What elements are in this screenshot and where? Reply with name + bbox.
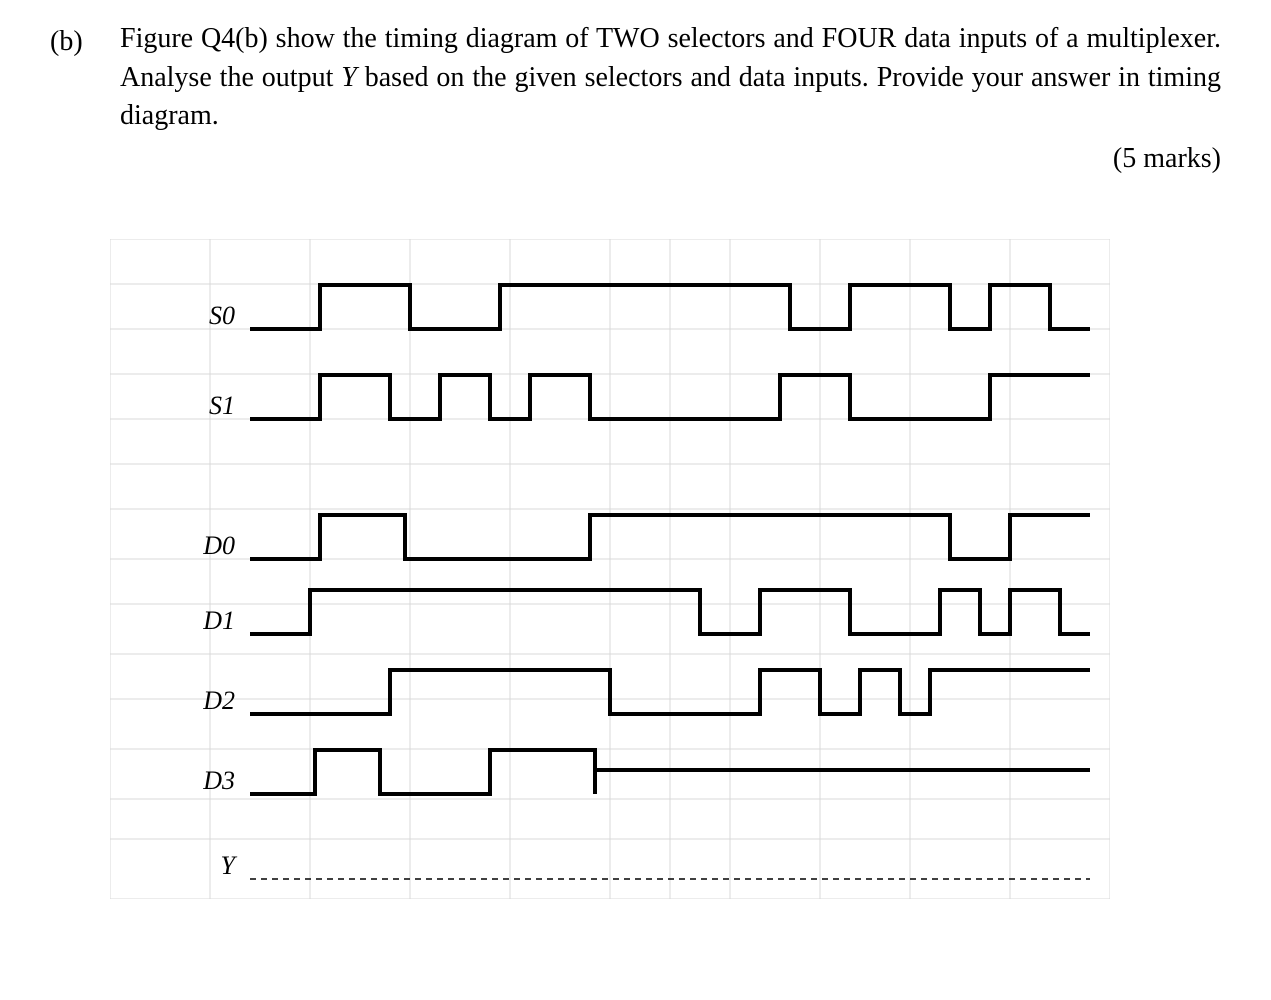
signal-wave: [250, 281, 1090, 337]
question-body: Figure Q4(b) show the timing diagram of …: [120, 20, 1221, 179]
signal-label: S0: [110, 301, 235, 331]
signal-wave: [250, 666, 1090, 722]
signal-label: D1: [110, 606, 235, 636]
signal-wave: [250, 371, 1090, 427]
signal-label: S1: [110, 391, 235, 421]
signal-wave: [250, 746, 1090, 802]
question-y-var: Y: [341, 62, 357, 93]
signal-label: Y: [110, 851, 235, 881]
signal-label: D3: [110, 766, 235, 796]
signal-label: D0: [110, 531, 235, 561]
page: (b) Figure Q4(b) show the timing diagram…: [0, 0, 1271, 939]
signal-wave: [250, 586, 1090, 642]
question-marks: (5 marks): [120, 140, 1221, 179]
timing-diagram: S0 S1 D0 D1 D2 D3 Y: [110, 239, 1110, 899]
signal-wave: [250, 831, 1090, 887]
question-row: (b) Figure Q4(b) show the timing diagram…: [50, 20, 1221, 179]
question-label: (b): [50, 20, 120, 61]
signal-label: D2: [110, 686, 235, 716]
signal-wave: [250, 511, 1090, 567]
